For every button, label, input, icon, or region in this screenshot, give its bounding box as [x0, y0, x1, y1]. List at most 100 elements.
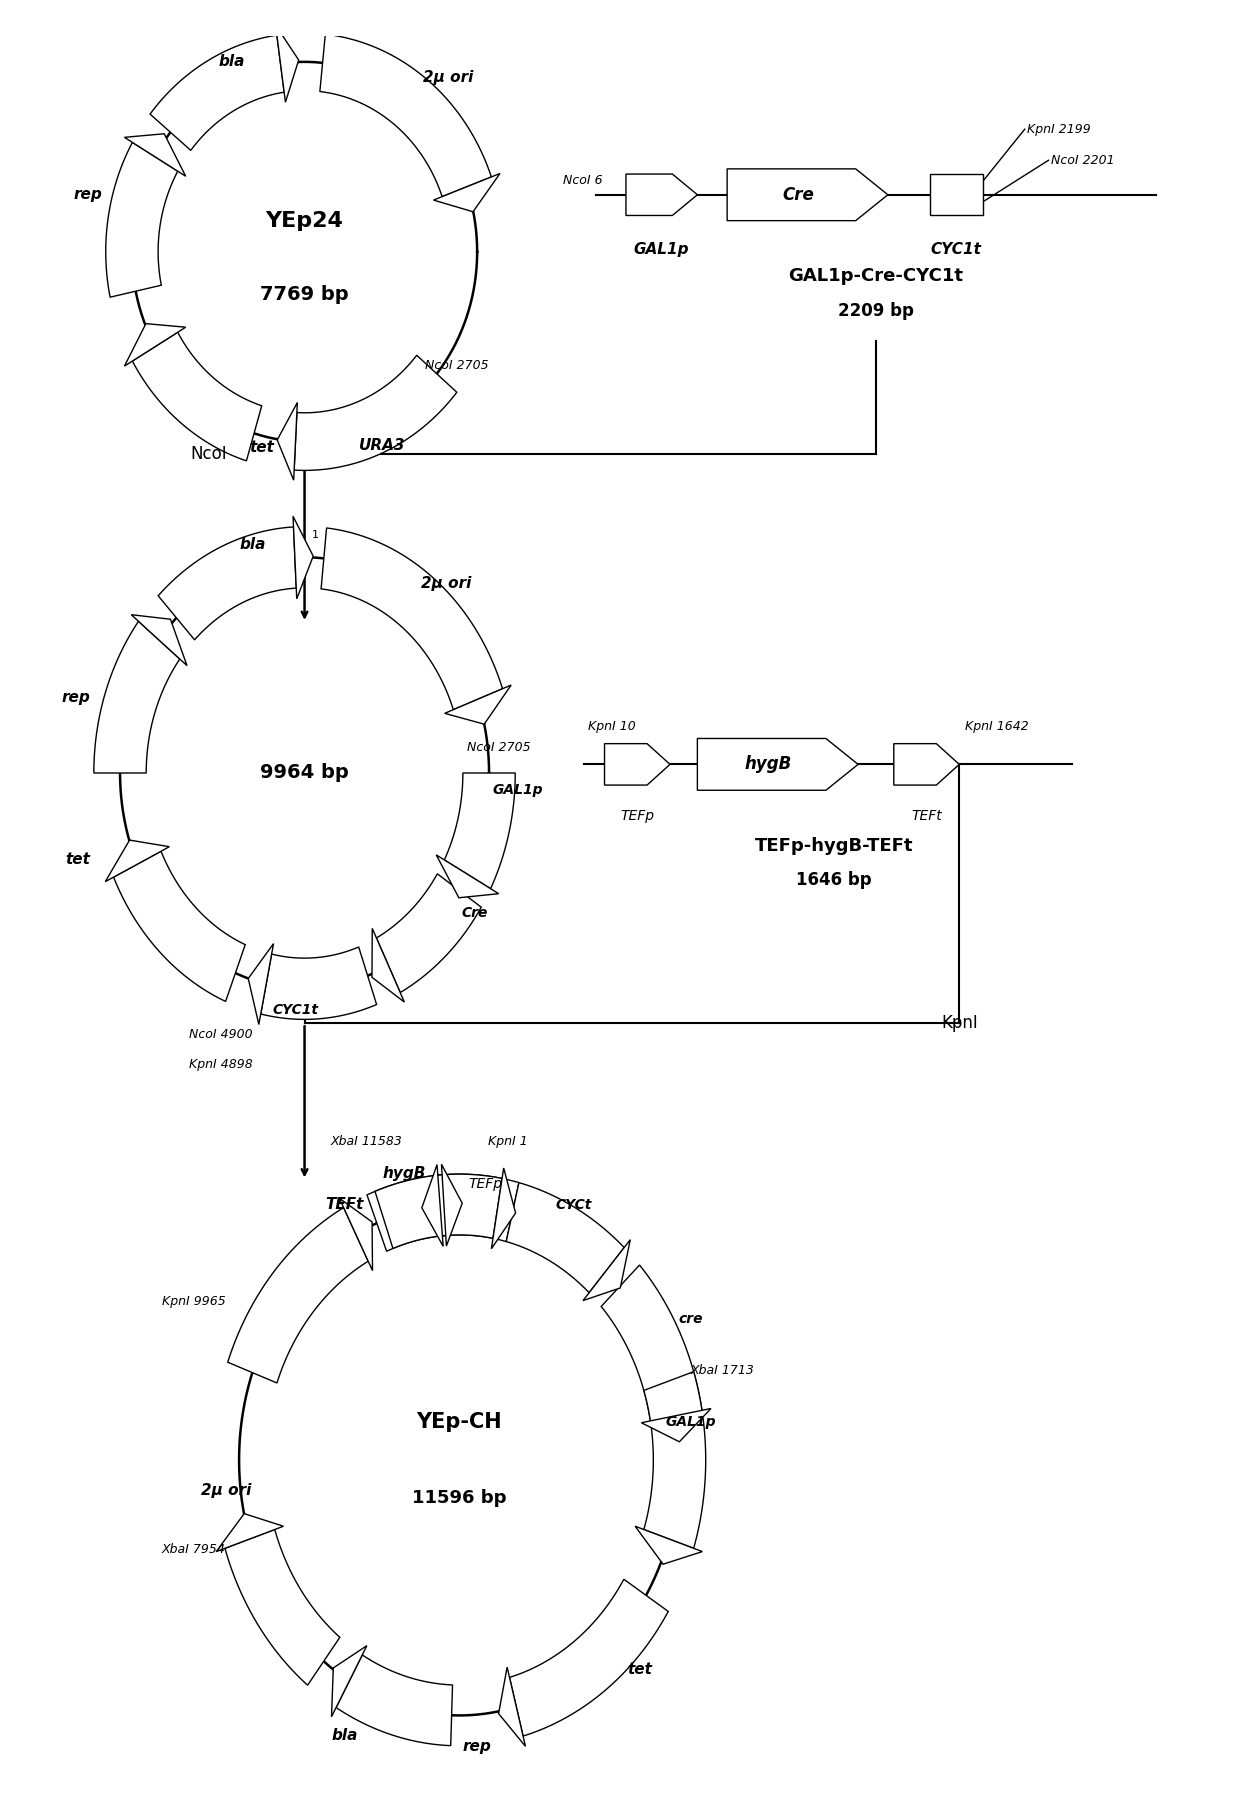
Polygon shape — [114, 850, 246, 1001]
FancyArrow shape — [727, 169, 888, 221]
Text: Cre: Cre — [782, 185, 813, 203]
Text: GAL1p: GAL1p — [492, 784, 543, 797]
Polygon shape — [510, 1579, 668, 1737]
Polygon shape — [293, 516, 314, 599]
Text: YEp24: YEp24 — [265, 210, 343, 230]
Text: TEFt: TEFt — [326, 1197, 365, 1212]
Polygon shape — [94, 622, 180, 773]
Polygon shape — [491, 1169, 516, 1250]
Polygon shape — [635, 1527, 702, 1564]
Polygon shape — [124, 133, 186, 176]
Text: 2μ ori: 2μ ori — [423, 70, 474, 85]
Polygon shape — [228, 1208, 368, 1383]
Text: tet: tet — [66, 852, 91, 867]
Polygon shape — [434, 173, 500, 212]
Text: 1646 bp: 1646 bp — [796, 872, 872, 890]
Text: NcoI 2705: NcoI 2705 — [467, 741, 531, 753]
Text: CYC1t: CYC1t — [273, 1003, 319, 1018]
Polygon shape — [641, 1408, 711, 1442]
Polygon shape — [278, 403, 298, 480]
Text: KpnI 1: KpnI 1 — [487, 1135, 528, 1149]
Polygon shape — [583, 1239, 630, 1300]
Polygon shape — [105, 840, 170, 881]
Text: YEp-CH: YEp-CH — [417, 1411, 502, 1431]
Polygon shape — [224, 1530, 340, 1685]
Text: TEFp: TEFp — [620, 809, 655, 823]
Text: KpnI 9965: KpnI 9965 — [162, 1295, 226, 1309]
Text: rep: rep — [463, 1739, 491, 1753]
Polygon shape — [444, 773, 516, 888]
Text: 2209 bp: 2209 bp — [838, 302, 914, 320]
Polygon shape — [422, 1165, 443, 1246]
Text: XbaI 7954: XbaI 7954 — [162, 1543, 226, 1555]
Text: GAL1p: GAL1p — [634, 243, 689, 257]
Text: NcoI: NcoI — [191, 444, 227, 462]
Text: hygB: hygB — [383, 1167, 425, 1181]
Polygon shape — [441, 1165, 463, 1246]
Text: NcoI 6: NcoI 6 — [563, 174, 603, 187]
Text: TEFp-hygB-TEFt: TEFp-hygB-TEFt — [755, 836, 914, 854]
Bar — [930, 174, 983, 216]
Polygon shape — [438, 1174, 518, 1242]
Text: GAL1p-Cre-CYC1t: GAL1p-Cre-CYC1t — [789, 268, 963, 286]
Polygon shape — [445, 685, 511, 725]
Polygon shape — [506, 1183, 624, 1293]
Text: rep: rep — [62, 690, 91, 705]
Text: 9964 bp: 9964 bp — [260, 764, 348, 782]
Text: 2μ ori: 2μ ori — [420, 575, 471, 590]
Polygon shape — [294, 356, 456, 471]
Polygon shape — [159, 527, 296, 640]
Text: XbaI 1713: XbaI 1713 — [691, 1365, 754, 1377]
Text: CYCt: CYCt — [556, 1197, 591, 1212]
Polygon shape — [644, 1372, 706, 1548]
Text: hygB: hygB — [744, 755, 791, 773]
Text: NcoI 2705: NcoI 2705 — [425, 360, 489, 372]
Polygon shape — [436, 854, 498, 897]
Text: KpnI: KpnI — [941, 1014, 978, 1032]
Text: GAL1p: GAL1p — [666, 1415, 715, 1429]
Polygon shape — [331, 1645, 367, 1717]
Text: KpnI 4898: KpnI 4898 — [190, 1057, 253, 1072]
Text: 2μ ori: 2μ ori — [201, 1483, 250, 1498]
Text: 11596 bp: 11596 bp — [412, 1489, 507, 1507]
Polygon shape — [601, 1266, 702, 1420]
Text: KpnI 1642: KpnI 1642 — [965, 721, 1029, 734]
Polygon shape — [105, 142, 177, 297]
Text: CYC1t: CYC1t — [931, 243, 982, 257]
Polygon shape — [133, 333, 262, 460]
Polygon shape — [336, 1654, 453, 1746]
Polygon shape — [260, 948, 377, 1019]
Polygon shape — [372, 928, 404, 1001]
Text: TEFt: TEFt — [911, 809, 942, 823]
Text: TEFp: TEFp — [469, 1178, 502, 1190]
Text: rep: rep — [73, 187, 102, 201]
Polygon shape — [248, 944, 274, 1025]
Text: KpnI 10: KpnI 10 — [588, 721, 636, 734]
FancyArrow shape — [697, 739, 858, 791]
Polygon shape — [275, 25, 299, 102]
Polygon shape — [321, 529, 502, 710]
Polygon shape — [498, 1667, 526, 1746]
Polygon shape — [374, 1174, 502, 1248]
Text: URA3: URA3 — [358, 439, 405, 453]
Polygon shape — [377, 874, 481, 992]
Polygon shape — [320, 34, 491, 196]
Text: bla: bla — [239, 538, 267, 552]
Text: bla: bla — [331, 1728, 358, 1744]
Text: tet: tet — [627, 1661, 652, 1678]
Polygon shape — [216, 1514, 284, 1552]
Text: NcoI 2201: NcoI 2201 — [1052, 155, 1115, 167]
Text: KpnI 2199: KpnI 2199 — [1027, 122, 1091, 135]
Text: bla: bla — [219, 54, 246, 70]
Polygon shape — [367, 1174, 445, 1251]
Polygon shape — [124, 324, 186, 367]
FancyArrow shape — [605, 744, 670, 786]
FancyArrow shape — [626, 174, 697, 216]
Text: cre: cre — [678, 1313, 703, 1327]
Text: NcoI 4900: NcoI 4900 — [190, 1028, 253, 1041]
FancyArrow shape — [894, 744, 960, 786]
Text: 7769 bp: 7769 bp — [260, 286, 348, 304]
Text: 1: 1 — [311, 530, 319, 539]
Text: Cre: Cre — [461, 906, 487, 921]
Polygon shape — [131, 615, 187, 665]
